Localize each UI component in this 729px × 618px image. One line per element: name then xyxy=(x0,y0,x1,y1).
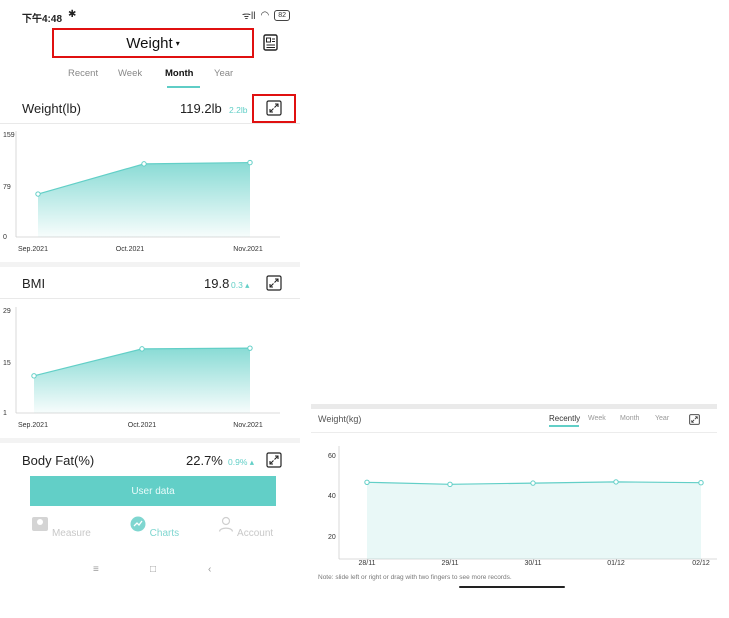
metric-value: 119.2lb xyxy=(180,101,222,116)
tab-month[interactable]: Month xyxy=(165,68,194,79)
system-nav-bar: ≡ □ ‹ xyxy=(80,564,230,580)
home-icon[interactable]: □ xyxy=(150,564,157,575)
metric-name: Weight(lb) xyxy=(22,101,82,116)
x-tick-label: Oct.2021 xyxy=(128,422,157,429)
area-fill xyxy=(367,481,701,559)
tab-month[interactable]: Month xyxy=(620,415,640,422)
tab-underline xyxy=(549,425,579,427)
tab-underline xyxy=(167,86,200,88)
metric-selector-dropdown[interactable]: Weight ▾ xyxy=(52,28,254,58)
y-tick-label: 159 xyxy=(3,132,15,139)
data-point xyxy=(31,373,37,379)
back-icon[interactable]: ‹ xyxy=(208,564,212,575)
metric-delta: 0.3 ▴ xyxy=(231,280,250,290)
area-fill xyxy=(34,348,250,413)
data-point xyxy=(247,345,253,351)
data-point xyxy=(141,161,147,167)
data-point xyxy=(139,346,145,352)
page-title: Weight xyxy=(126,34,173,52)
weight-header: Weight(lb) 119.2lb 2.2lb xyxy=(22,99,284,121)
body-fat-header: Body Fat(%) 22.7% 0.9% ▴ xyxy=(22,451,284,473)
bluetooth-icon: ✱ xyxy=(68,9,77,20)
bottom-nav: Measure Charts Account xyxy=(14,516,294,556)
nav-label: Measure xyxy=(51,528,91,539)
data-point xyxy=(364,479,370,485)
x-tick-label: 28/11 xyxy=(359,560,376,567)
tab-week[interactable]: Week xyxy=(588,415,606,422)
data-point xyxy=(613,479,619,485)
battery-icon: 82 xyxy=(274,9,290,21)
y-tick-label: 15 xyxy=(3,360,11,367)
status-bar: 下午4:48 ✱ ᯤll ◠ 82 xyxy=(22,8,290,25)
signal-icon: ᯤll xyxy=(241,11,256,22)
section-gap xyxy=(0,262,300,267)
x-tick-label: 30/11 xyxy=(525,560,542,567)
y-tick-label: 1 xyxy=(3,410,7,417)
data-point xyxy=(447,481,453,488)
caret-down-icon: ▾ xyxy=(175,38,180,48)
data-point xyxy=(35,191,41,197)
nav-account[interactable]: Account xyxy=(210,516,280,539)
bmi-header: BMI 19.8 0.3 ▴ xyxy=(22,274,284,296)
nav-charts[interactable]: Charts xyxy=(119,516,189,539)
user-data-button[interactable]: User data xyxy=(30,476,276,506)
expand-icon[interactable] xyxy=(266,275,282,291)
divider xyxy=(311,432,717,433)
y-tick-label: 0 xyxy=(3,234,7,241)
x-tick-label: Nov.2021 xyxy=(233,246,263,253)
expand-icon[interactable] xyxy=(266,100,282,116)
period-tabs: Recent Week Month Year xyxy=(62,68,252,90)
wifi-icon: ◠ xyxy=(260,9,270,21)
data-point xyxy=(247,159,253,166)
tab-recently[interactable]: Recently xyxy=(549,414,581,423)
divider xyxy=(0,123,300,124)
x-tick-label: Sep.2021 xyxy=(18,422,48,429)
chart-icon xyxy=(130,516,146,532)
menu-icon[interactable]: ≡ xyxy=(93,564,99,575)
nav-label: Account xyxy=(237,528,274,539)
y-tick-label: 29 xyxy=(3,308,11,315)
metric-value: 22.7% xyxy=(186,453,223,468)
tab-year[interactable]: Year xyxy=(655,415,670,422)
bmi-chart: 29 15 1 Sep.2021 Oct.2021 Nov.2021 xyxy=(3,307,280,429)
y-tick-label: 20 xyxy=(328,534,336,541)
metric-delta: 2.2lb xyxy=(229,105,248,115)
y-tick-label: 60 xyxy=(328,453,336,460)
highlight-box xyxy=(252,94,296,123)
home-indicator[interactable] xyxy=(459,586,565,588)
weight-chart: 159 79 0 Sep.2021 Oct.2021 Nov.2021 xyxy=(3,131,280,253)
metric-delta: 0.9% ▴ xyxy=(228,457,255,467)
nav-label: Charts xyxy=(149,528,180,539)
x-tick-label: Nov.2021 xyxy=(233,422,263,429)
y-tick-label: 79 xyxy=(3,184,11,191)
data-point xyxy=(698,480,704,486)
hint-note: Note: slide left or right or drag with t… xyxy=(318,574,512,581)
report-icon[interactable] xyxy=(263,34,278,51)
weight-kg-chart: 60 40 20 28/11 29/11 30/11 01/12 02/12 xyxy=(328,446,717,567)
panel-top-bar xyxy=(311,404,717,409)
data-point xyxy=(530,480,536,486)
metric-name: Body Fat(%) xyxy=(22,453,95,468)
metric-value: 19.8 xyxy=(204,276,230,291)
metric-name: BMI xyxy=(22,276,46,291)
expand-icon[interactable] xyxy=(266,452,282,468)
divider xyxy=(0,298,300,299)
tab-week[interactable]: Week xyxy=(118,68,143,79)
person-icon xyxy=(218,516,233,532)
expand-icon[interactable] xyxy=(689,414,700,425)
status-time: 下午4:48 xyxy=(22,14,63,25)
x-tick-label: 01/12 xyxy=(607,560,625,567)
nav-measure[interactable]: Measure xyxy=(26,516,96,539)
scale-icon xyxy=(32,517,49,531)
section-gap xyxy=(0,438,300,443)
tab-recent[interactable]: Recent xyxy=(68,68,99,79)
x-tick-label: 02/12 xyxy=(692,560,710,567)
panel-title: Weight(kg) xyxy=(318,414,362,424)
x-tick-label: Oct.2021 xyxy=(116,246,145,253)
x-tick-label: 29/11 xyxy=(442,560,459,567)
area-fill xyxy=(38,162,250,237)
tab-year[interactable]: Year xyxy=(214,68,234,79)
y-tick-label: 40 xyxy=(328,493,336,500)
x-tick-label: Sep.2021 xyxy=(18,246,48,253)
